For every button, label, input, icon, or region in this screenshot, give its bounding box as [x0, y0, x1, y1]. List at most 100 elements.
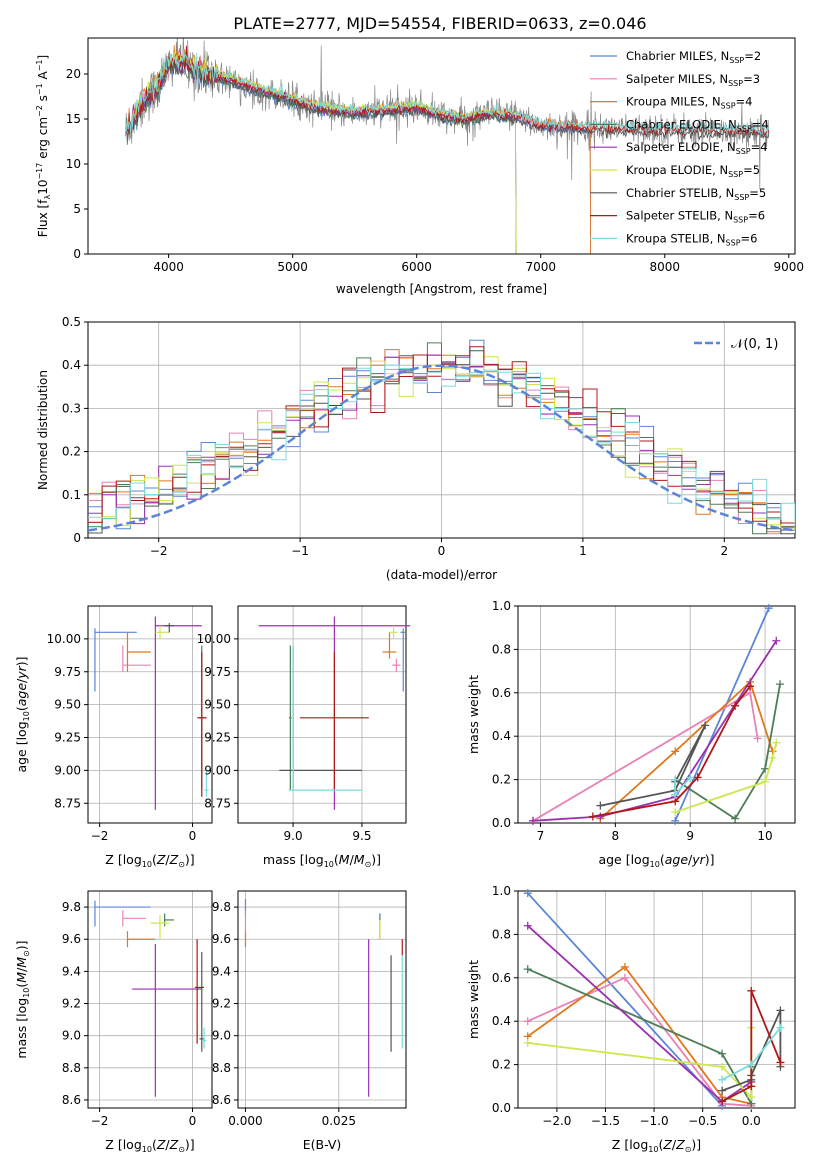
- x-tick-label: −1.5: [591, 1114, 620, 1128]
- y-tick-label: 0.0: [492, 816, 511, 830]
- x-tick-label: −1.0: [639, 1114, 668, 1128]
- x-axis-label: Z [log10(Z/Z⊙)]: [612, 1137, 701, 1154]
- normal-curve-line: [88, 364, 795, 532]
- x-tick-label: 0: [189, 1114, 197, 1128]
- spectrum-lines: [124, 38, 770, 254]
- x-tick-label: −2: [91, 1114, 109, 1128]
- point-marker: [747, 1093, 756, 1102]
- axes-frame: [517, 890, 796, 1109]
- legend-entry: Salpeter MILES, NSSP=3: [626, 72, 760, 88]
- point-marker: [718, 1049, 727, 1058]
- y-tick-label: 10.00: [197, 632, 231, 646]
- point-marker: [746, 682, 755, 691]
- x-axis-label: Z [log10(Z/Z⊙)]: [105, 852, 194, 869]
- point-marker: [693, 773, 702, 782]
- y-tick-label: 9.50: [204, 698, 231, 712]
- x-tick-label: 9.5: [352, 829, 371, 843]
- x-tick-label: 8: [612, 829, 620, 843]
- axes-frame: [87, 890, 213, 1109]
- y-tick-label: 0.1: [62, 488, 81, 502]
- histogram-line: [88, 350, 795, 535]
- series-line: [674, 742, 778, 813]
- series-line: [527, 925, 752, 1103]
- legend-entry: Kroupa ELODIE, NSSP=5: [626, 163, 760, 179]
- point-marker: [701, 721, 710, 730]
- series-line: [527, 1027, 753, 1100]
- y-tick-label: 1.0: [492, 884, 511, 898]
- point-marker: [776, 1023, 785, 1032]
- x-tick-label: 9000: [774, 260, 805, 274]
- point-marker: [776, 1058, 785, 1067]
- series-line: [527, 968, 753, 1108]
- x-tick-label: 0.000: [228, 1114, 262, 1128]
- x-tick-label: 1: [579, 544, 587, 558]
- y-tick-label: 9.00: [204, 763, 231, 777]
- x-axis-label: E(B-V): [303, 1137, 342, 1152]
- legend-entry: 𝒩(0, 1): [731, 337, 778, 352]
- series-line: [532, 640, 778, 822]
- x-tick-label: 9: [686, 829, 694, 843]
- legend-entry: Chabrier MILES, NSSP=2: [626, 49, 761, 65]
- point-marker: [528, 816, 537, 825]
- series-line: [674, 683, 781, 820]
- x-tick-label: 7000: [525, 260, 556, 274]
- massweight_vs_age-panel: 7 8 9 10 0.0 0.2 0.4 0.6 0.8 1.0 age [log10(age/yr…: [466, 599, 796, 869]
- point-marker: [718, 1062, 727, 1071]
- y-tick-label: 9.2: [62, 997, 81, 1011]
- y-tick-label: 9.2: [212, 997, 231, 1011]
- x-tick-label: 7: [537, 829, 545, 843]
- point-marker: [772, 636, 781, 645]
- x-tick-label: 0.025: [322, 1114, 356, 1128]
- mass_vs_EBV-panel: 0.000 0.025 8.6 8.8 9.0 9.2 9.4 9.6 9.8 E(B-V): [212, 890, 407, 1152]
- spectrum-panel: 4000 5000 6000 7000 8000 9000 0 5 10 15 20 waveleng…: [35, 37, 805, 296]
- y-tick-label: 9.75: [204, 665, 231, 679]
- age_vs_Z-panel: −2 0 8.75 9.00 9.25 9.50 9.75 10.00 Z [log10(Z/Z…: [14, 605, 213, 869]
- x-tick-label: −1: [291, 544, 309, 558]
- axes-frame: [237, 890, 407, 1109]
- point-marker: [761, 777, 770, 786]
- legend-entry: Salpeter ELODIE, NSSP=4: [626, 140, 768, 156]
- y-tick-label: 8.75: [54, 796, 81, 810]
- histogram-line: [88, 346, 795, 535]
- histogram-line: [88, 349, 795, 533]
- model-spectrum-line: [126, 45, 770, 137]
- point-marker: [523, 1038, 532, 1047]
- y-tick-label: 10.00: [47, 632, 81, 646]
- y-tick-label: 0: [73, 247, 81, 261]
- y-tick-label: 0.2: [492, 773, 511, 787]
- point-marker: [768, 753, 777, 762]
- y-tick-label: 20: [66, 67, 81, 81]
- point-marker: [596, 801, 605, 810]
- point-marker: [523, 921, 532, 930]
- series-line: [527, 965, 752, 1105]
- legend-entry: Salpeter STELIB, NSSP=6: [626, 209, 765, 225]
- point-marker: [671, 790, 680, 799]
- axes-frame: [87, 37, 796, 255]
- y-tick-label: 9.8: [212, 900, 231, 914]
- x-tick-label: 8000: [649, 260, 680, 274]
- point-marker: [753, 734, 762, 743]
- x-tick-label: −0.5: [688, 1114, 717, 1128]
- axes-frame: [237, 605, 407, 824]
- point-marker: [671, 816, 680, 825]
- point-marker: [776, 680, 785, 689]
- y-tick-label: 0.8: [492, 927, 511, 941]
- point-marker: [588, 812, 597, 821]
- series-line: [599, 680, 774, 820]
- y-tick-label: 0.6: [492, 686, 511, 700]
- y-tick-label: 0: [73, 531, 81, 545]
- point-marker: [764, 604, 773, 613]
- point-marker: [671, 747, 680, 756]
- x-tick-label: −2: [91, 829, 109, 843]
- y-tick-label: 9.4: [62, 964, 81, 978]
- y-axis-label: Normed distribution: [36, 370, 50, 490]
- axes-frame: [517, 605, 796, 824]
- y-tick-label: 0.8: [492, 642, 511, 656]
- y-tick-label: 9.6: [212, 932, 231, 946]
- point-marker: [620, 973, 629, 982]
- series-line: [721, 990, 782, 1103]
- y-tick-label: 9.25: [204, 731, 231, 745]
- y-tick-label: 9.50: [54, 698, 81, 712]
- x-tick-label: 2: [720, 544, 728, 558]
